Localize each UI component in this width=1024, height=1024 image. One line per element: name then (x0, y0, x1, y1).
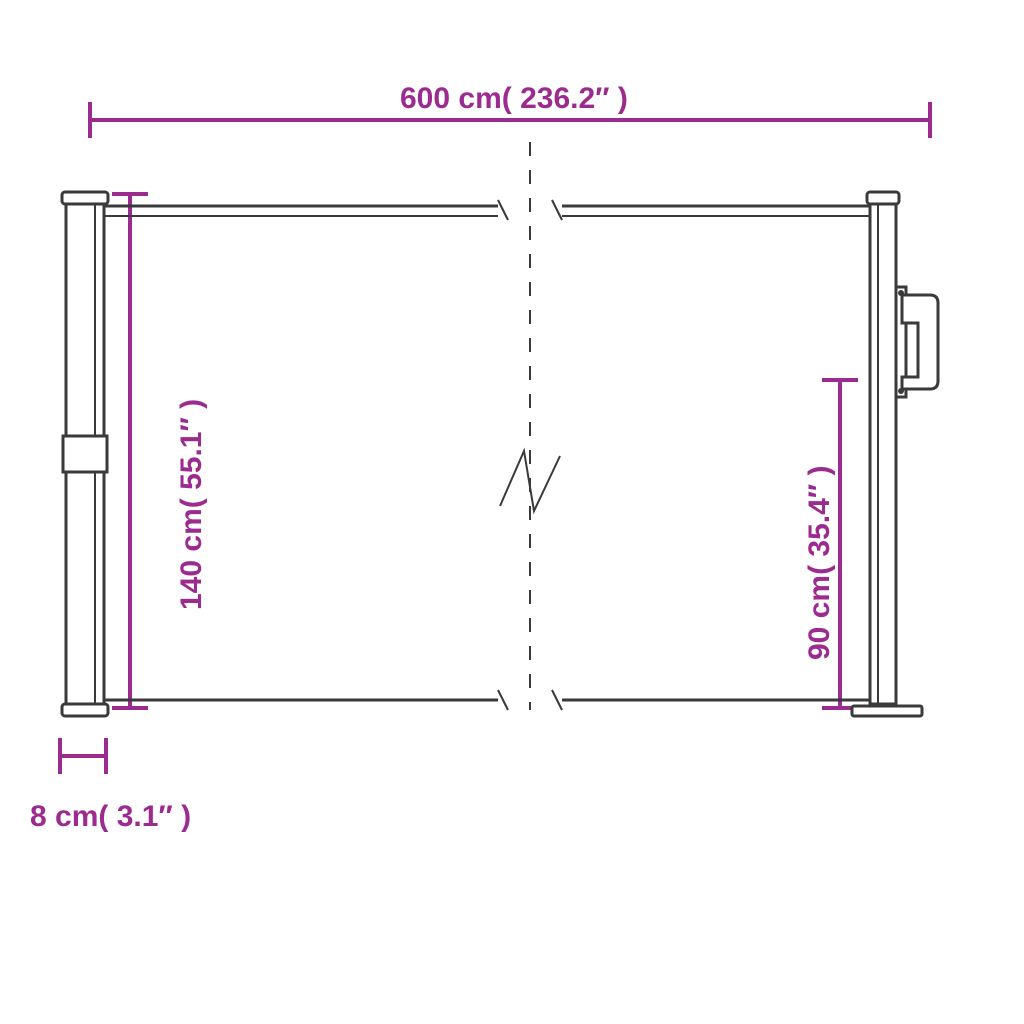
dim-width-label: 600 cm( 236.2″ ) (400, 82, 628, 116)
dimension-drawing (0, 0, 1024, 1024)
dim-height-left-label: 140 cm( 55.1″ ) (175, 399, 209, 610)
dim-height-right-label: 90 cm( 35.4″ ) (803, 466, 837, 660)
dim-depth-label: 8 cm( 3.1″ ) (30, 800, 191, 834)
